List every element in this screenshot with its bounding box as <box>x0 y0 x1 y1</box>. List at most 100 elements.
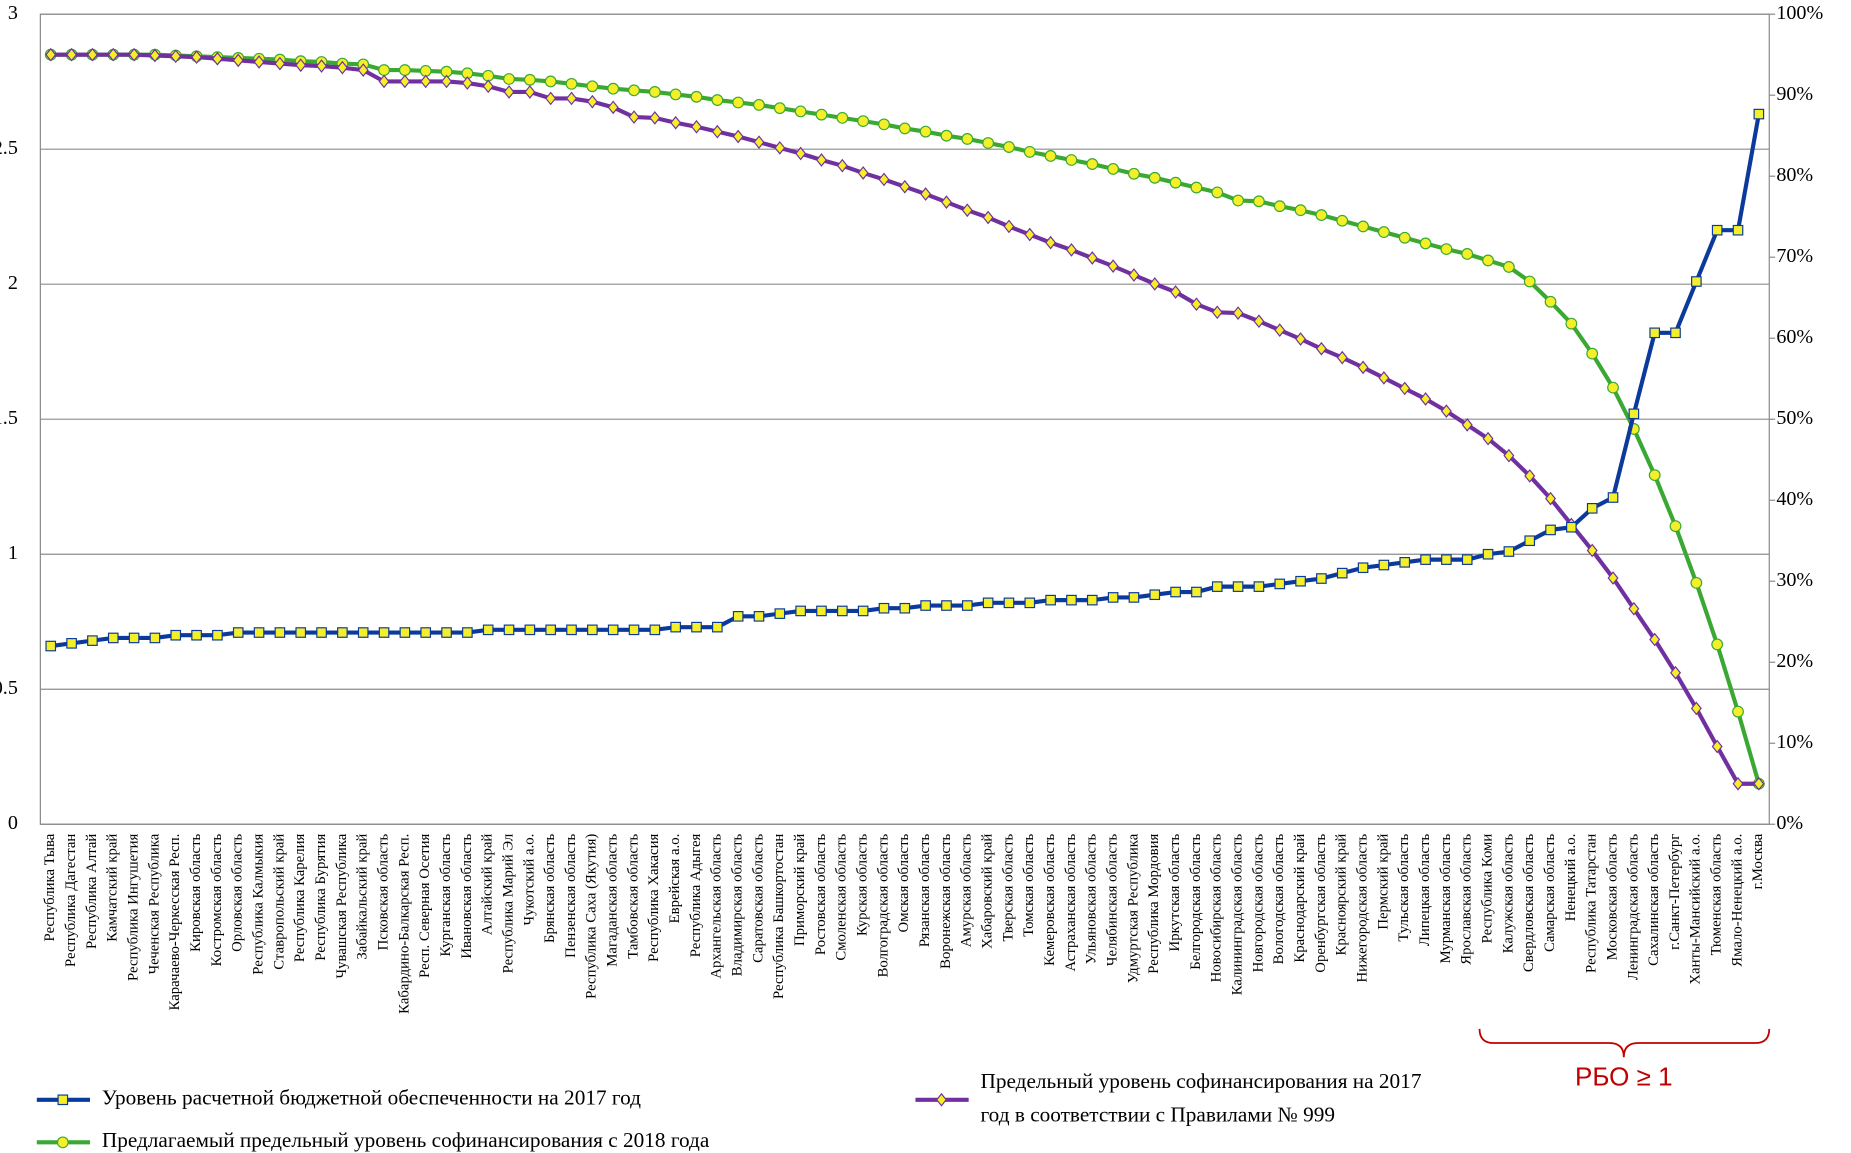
marker <box>1711 638 1724 651</box>
marker <box>211 51 223 66</box>
marker <box>337 627 348 638</box>
marker <box>1753 108 1765 120</box>
marker <box>565 77 578 90</box>
x-tick-label: Тульская область <box>1396 833 1412 941</box>
x-tick-label: г.Москва <box>1750 833 1766 889</box>
marker <box>1065 243 1077 257</box>
marker <box>441 627 452 638</box>
y-tick-label: 3 <box>8 2 18 24</box>
marker <box>1128 592 1140 603</box>
y2-tick-label: 30% <box>1776 569 1813 591</box>
x-tick-label: Белгородская область <box>1188 833 1204 969</box>
marker <box>128 47 140 62</box>
marker <box>1690 701 1702 716</box>
marker <box>295 58 307 73</box>
x-tick-label: Забайкальский край <box>355 834 371 960</box>
marker <box>753 135 765 150</box>
marker <box>1565 317 1578 330</box>
marker <box>940 129 953 142</box>
marker <box>524 85 536 99</box>
marker <box>336 60 348 75</box>
marker <box>1461 248 1474 260</box>
legend-label: Предлагаемый предельный уровень софинанс… <box>102 1128 710 1152</box>
x-tick-label: Воронежская область <box>938 833 954 968</box>
marker <box>1315 341 1327 356</box>
marker <box>1378 559 1390 571</box>
x-tick-label: Республика Карелия <box>292 834 308 963</box>
x-tick-label: Новосибирская область <box>1209 833 1225 982</box>
marker <box>1065 154 1078 166</box>
x-tick-label: Республика Ингушетия <box>125 834 141 981</box>
brace <box>1478 1028 1771 1058</box>
marker <box>1377 226 1390 239</box>
marker <box>1440 404 1452 418</box>
y-tick-label: 2.5 <box>0 137 18 159</box>
marker <box>170 49 182 64</box>
x-tick-label: Владимирская область <box>730 833 746 976</box>
marker <box>462 627 473 638</box>
x-tick-label: г.Санкт-Петербург <box>1667 834 1683 950</box>
x-tick-label: Республика Тыва <box>42 833 58 941</box>
marker <box>128 632 140 644</box>
marker <box>1316 573 1327 584</box>
marker <box>1211 186 1224 199</box>
x-tick-label: Красноярский край <box>1334 834 1350 956</box>
x-tick-label: Астраханская область <box>1063 833 1079 971</box>
x-tick-label: Ульяновская область <box>1084 833 1100 964</box>
x-tick-label: Республика Адыгея <box>688 834 704 958</box>
x-tick-label: Брянская область <box>542 833 558 943</box>
x-tick-label: Ростовская область <box>813 833 829 955</box>
marker <box>1649 632 1661 647</box>
x-tick-label: Костромская область <box>209 833 225 966</box>
x-tick-label: Ямало-Ненецкий а.о. <box>1729 834 1745 967</box>
x-tick-label: Иркутская область <box>1167 833 1183 951</box>
marker <box>1336 567 1348 579</box>
marker <box>86 47 98 62</box>
x-tick-label: Пермский край <box>1375 834 1391 930</box>
marker <box>1586 543 1598 558</box>
x-tick-label: Республика Алтай <box>84 834 100 949</box>
marker <box>836 158 848 173</box>
marker <box>1420 392 1432 406</box>
marker <box>212 629 223 641</box>
marker <box>1607 571 1619 585</box>
x-tick-label: Республика Татарстан <box>1584 834 1600 973</box>
marker <box>295 627 307 638</box>
marker <box>1211 305 1223 320</box>
marker <box>753 611 765 622</box>
x-tick-label: Республика Бурятия <box>313 834 329 961</box>
marker <box>1211 581 1223 592</box>
marker <box>1253 195 1265 208</box>
y-tick-label: 1.5 <box>0 407 18 429</box>
marker <box>1628 408 1640 420</box>
marker <box>628 84 640 97</box>
x-tick-label: Республика Башкортостан <box>771 834 787 999</box>
marker <box>482 624 494 636</box>
y2-tick-label: 60% <box>1776 326 1813 348</box>
x-tick-label: Омская область <box>896 833 912 932</box>
marker <box>1232 306 1244 320</box>
marker <box>1170 285 1182 299</box>
x-tick-label: Московская область <box>1604 833 1620 960</box>
marker <box>1420 554 1431 565</box>
marker <box>920 600 931 611</box>
x-tick-label: Ставропольский край <box>271 834 287 970</box>
marker <box>1399 381 1411 396</box>
marker <box>1607 381 1619 394</box>
marker <box>1066 594 1077 606</box>
x-tick-label: Ленинградская область <box>1625 833 1641 980</box>
marker <box>66 47 78 62</box>
x-tick-label: Карачаево-Черкесская Респ. <box>167 834 183 1011</box>
marker <box>45 47 57 62</box>
marker <box>1586 503 1598 514</box>
marker <box>1253 581 1265 592</box>
marker <box>628 624 640 636</box>
x-tick-label: Кабардино-Балкарская Респ. <box>396 834 412 1014</box>
x-tick-label: Ханты-Мансийский а.о. <box>1688 834 1704 985</box>
marker <box>669 88 682 101</box>
marker <box>566 624 577 636</box>
x-tick-label: Респ. Северная Осетия <box>417 834 433 978</box>
marker <box>1107 162 1120 175</box>
marker <box>1274 578 1286 590</box>
